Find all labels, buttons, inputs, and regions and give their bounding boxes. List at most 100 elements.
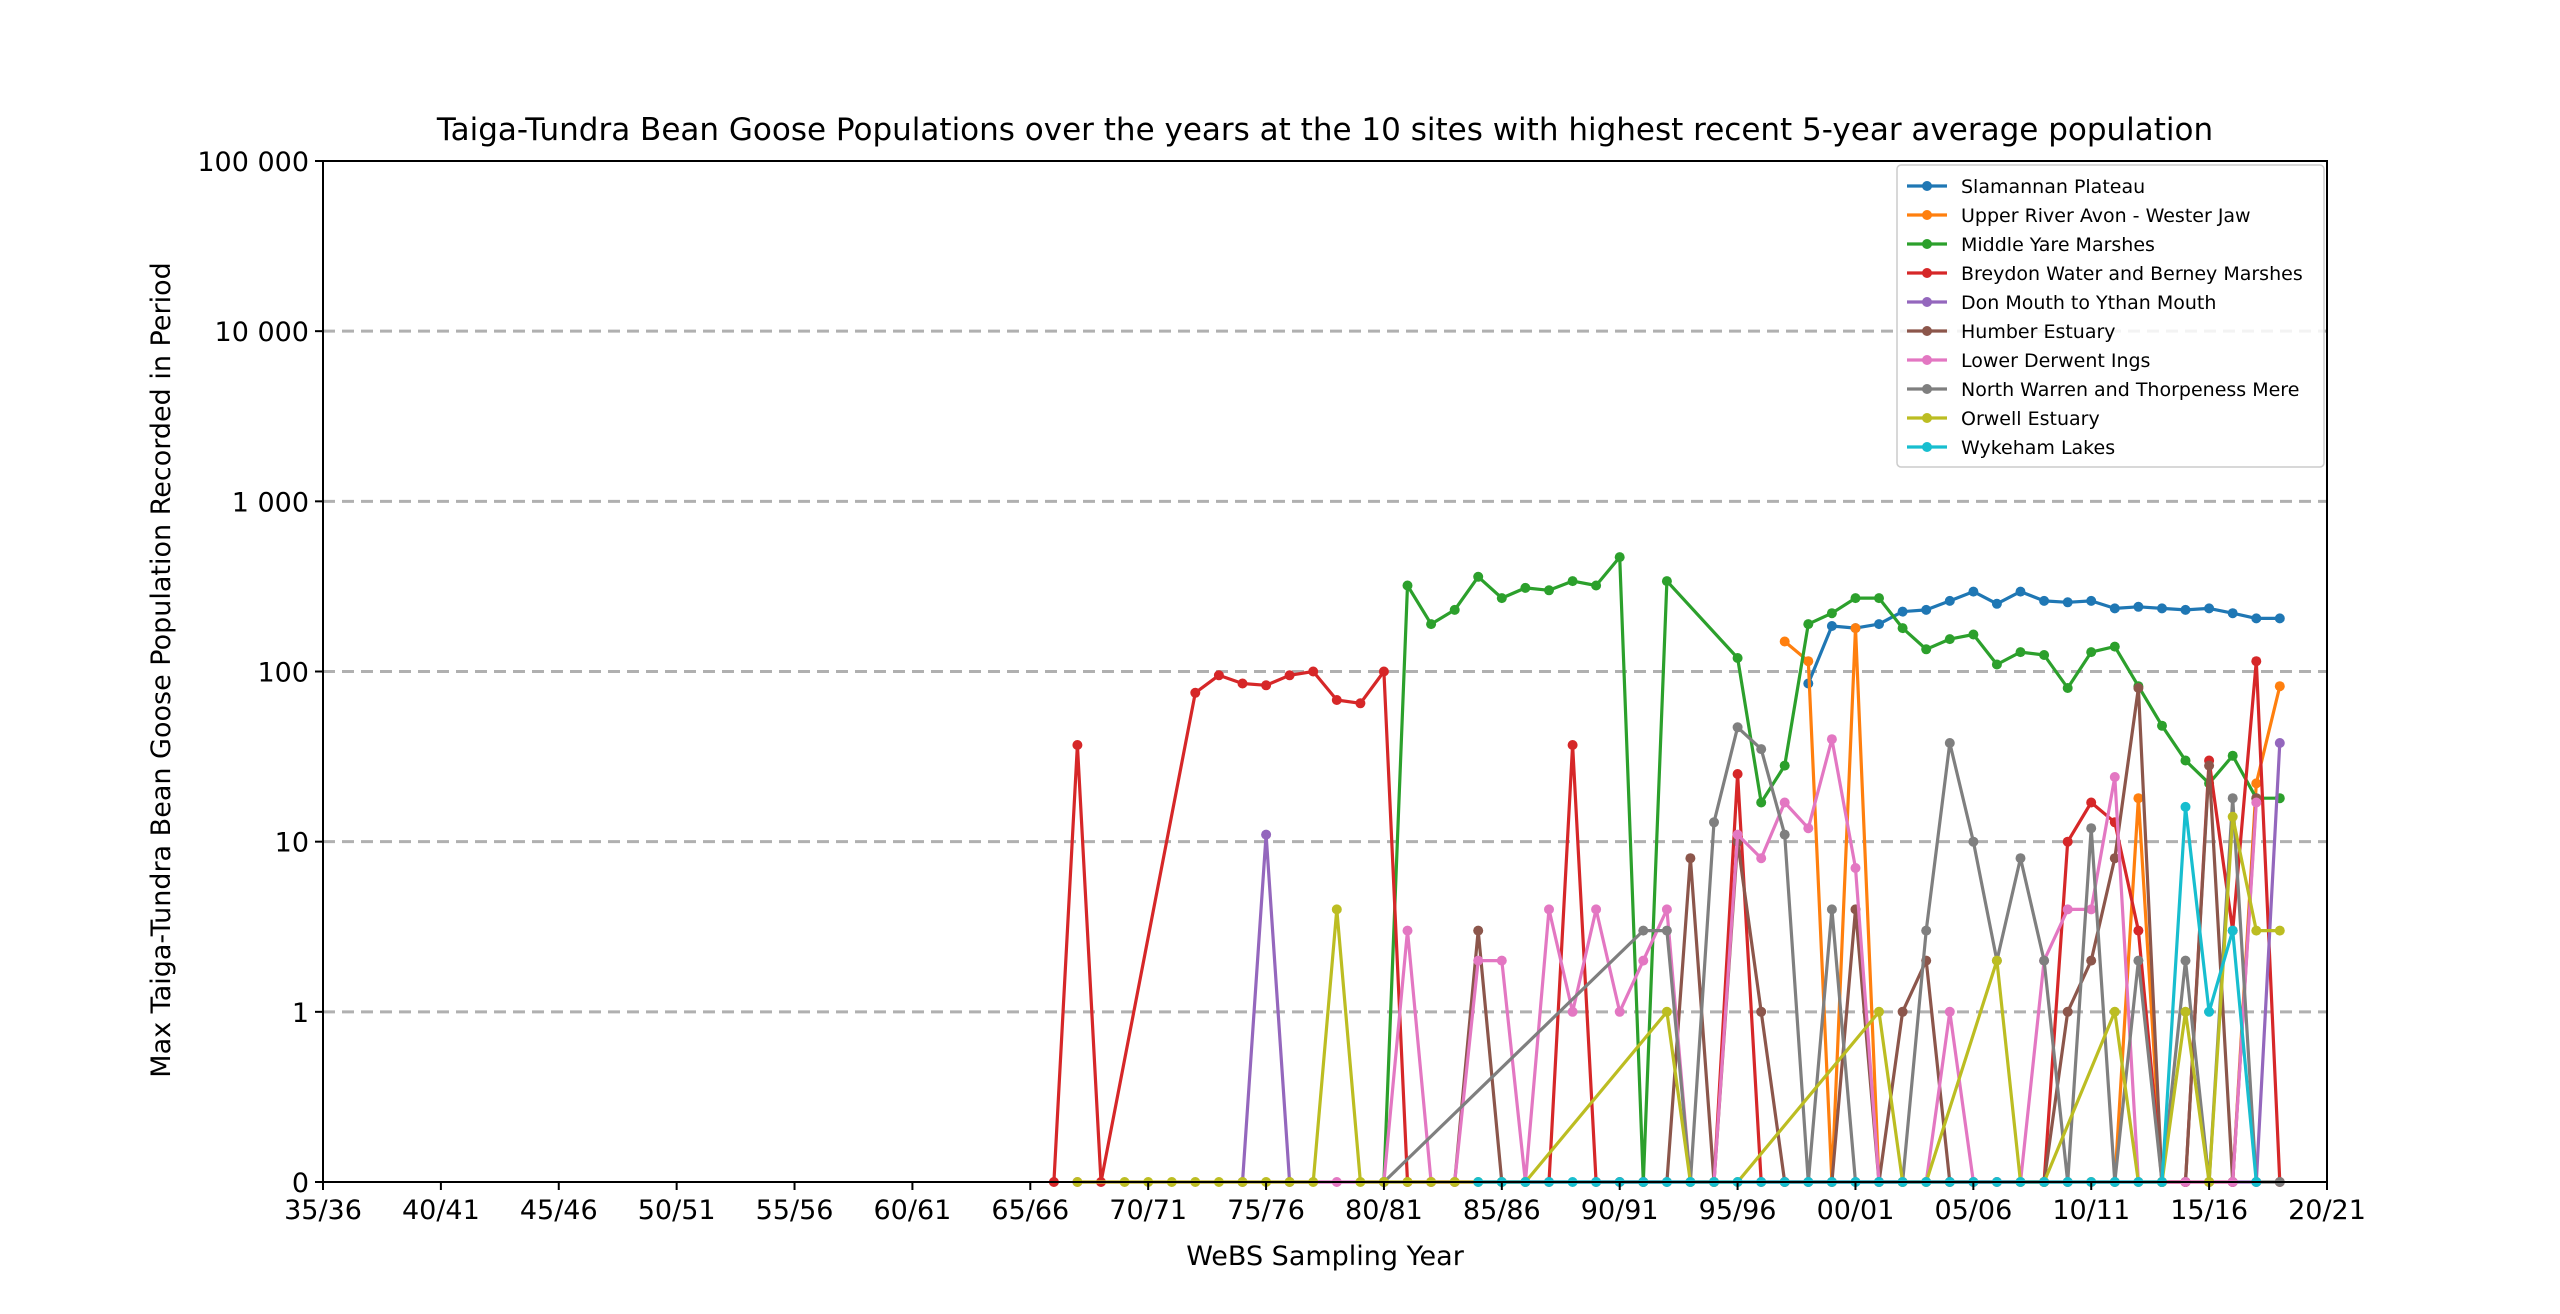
legend-swatch-marker — [1922, 442, 1932, 452]
data-point — [2274, 925, 2285, 936]
data-point — [2180, 755, 2191, 766]
data-point — [1874, 1006, 1884, 1017]
data-point — [2133, 793, 2144, 804]
data-point — [1756, 853, 1767, 864]
data-point — [1779, 636, 1790, 647]
x-tick-label: 75/76 — [1227, 1195, 1305, 1226]
data-point — [2039, 650, 2050, 660]
legend-item: Breydon Water and Berney Marshes — [1907, 263, 2303, 285]
data-point — [1709, 817, 1719, 828]
x-tick-label: 55/56 — [756, 1195, 834, 1226]
data-point — [1520, 582, 1531, 593]
x-tick-label: 65/66 — [991, 1195, 1069, 1226]
legend-swatch-marker — [1922, 239, 1932, 249]
data-point — [1897, 606, 1908, 617]
data-point — [1921, 925, 1932, 936]
data-point — [1779, 829, 1790, 840]
data-point — [2109, 603, 2120, 614]
x-tick-label: 15/16 — [2170, 1195, 2248, 1226]
legend-label: Middle Yare Marshes — [1961, 234, 2155, 256]
data-point — [2086, 955, 2097, 966]
data-point — [1826, 904, 1837, 915]
legend: Slamannan Plateau Upper River Avon - West… — [1896, 164, 2325, 468]
data-point — [2180, 801, 2191, 812]
data-point — [1213, 670, 1224, 681]
data-point — [2062, 836, 2073, 847]
data-point — [1968, 629, 1979, 640]
data-point — [1591, 580, 1602, 591]
legend-item: Wykeham Lakes — [1907, 437, 2115, 459]
data-point — [1944, 595, 1955, 606]
data-point — [1850, 863, 1861, 873]
legend-swatch-marker — [1922, 384, 1932, 394]
data-point — [2251, 656, 2262, 667]
data-point — [2133, 683, 2144, 693]
x-tick-label: 80/81 — [1345, 1195, 1423, 1226]
legend-item: Middle Yare Marshes — [1907, 234, 2155, 256]
data-point — [2086, 823, 2097, 834]
data-point — [1661, 576, 1672, 587]
legend-label: Breydon Water and Berney Marshes — [1961, 263, 2303, 285]
y-tick-label: 1 000 — [232, 487, 309, 518]
data-point — [2039, 955, 2050, 966]
data-point — [1874, 619, 1884, 630]
data-point — [2086, 595, 2097, 606]
data-point — [1473, 571, 1484, 582]
chart-title: Taiga-Tundra Bean Goose Populations over… — [436, 112, 2213, 148]
data-point — [1991, 659, 2002, 670]
data-point — [2086, 904, 2097, 915]
y-tick-label: 10 000 — [215, 317, 309, 348]
data-point — [1449, 604, 1460, 615]
data-point — [1732, 653, 1743, 663]
data-point — [2204, 760, 2215, 771]
y-axis-label: Max Taiga-Tundra Bean Goose Population R… — [146, 262, 177, 1077]
legend-swatch-marker — [1922, 297, 1932, 307]
data-point — [2133, 955, 2144, 966]
data-point — [2086, 647, 2097, 658]
y-tick-label: 10 — [275, 828, 309, 859]
data-point — [1614, 1006, 1625, 1017]
legend-swatch-marker — [1922, 413, 1932, 423]
legend-swatch-marker — [1922, 210, 1932, 220]
data-point — [2227, 750, 2238, 761]
data-point — [2062, 683, 2073, 693]
data-point — [1237, 678, 1248, 689]
data-point — [1190, 687, 1201, 698]
data-point — [1591, 904, 1602, 915]
data-point — [2015, 647, 2026, 658]
data-point — [1756, 1006, 1767, 1017]
data-point — [1803, 619, 1814, 630]
data-point — [1756, 744, 1767, 755]
data-point — [1567, 740, 1578, 750]
data-point — [1921, 644, 1932, 655]
data-point — [1944, 634, 1955, 645]
data-point — [2251, 613, 2262, 624]
data-point — [1496, 955, 1507, 966]
x-tick-label: 40/41 — [402, 1195, 480, 1226]
data-point — [1378, 666, 1389, 677]
data-point — [1261, 829, 1272, 840]
data-point — [1850, 593, 1861, 604]
data-point — [1473, 925, 1484, 936]
data-point — [2109, 772, 2120, 782]
data-point — [2274, 613, 2285, 624]
legend-label: Upper River Avon - Wester Jaw — [1961, 205, 2251, 227]
data-point — [2157, 720, 2167, 731]
data-point — [1638, 955, 1649, 966]
data-point — [1473, 955, 1484, 966]
data-point — [2251, 925, 2262, 936]
data-point — [2109, 1006, 2120, 1017]
x-axis-label: WeBS Sampling Year — [1186, 1241, 1465, 1272]
data-point — [2133, 601, 2144, 612]
legend-label: Don Mouth to Ythan Mouth — [1961, 292, 2216, 314]
data-point — [2274, 738, 2285, 748]
legend-item: Slamannan Plateau — [1907, 176, 2145, 198]
legend-swatch-marker — [1922, 268, 1932, 278]
x-tick-label: 85/86 — [1463, 1195, 1541, 1226]
data-point — [1331, 904, 1342, 915]
data-point — [1732, 722, 1743, 733]
data-point — [1944, 738, 1955, 748]
data-point — [2180, 1006, 2191, 1017]
data-point — [1897, 623, 1908, 634]
